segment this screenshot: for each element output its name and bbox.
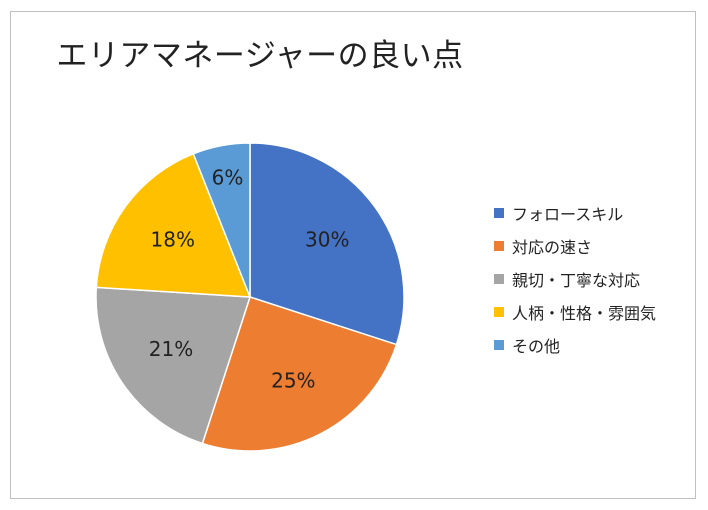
legend-label: フォロースキル (512, 204, 624, 224)
legend-label: 人柄・性格・雰囲気 (512, 303, 657, 323)
legend-item: その他 (494, 328, 656, 361)
legend-swatch (494, 306, 504, 317)
legend-label: 親切・丁寧な対応 (512, 270, 641, 290)
legend-swatch (494, 207, 504, 218)
pie-slice (95, 286, 252, 445)
chart-title: エリアマネージャーの良い点 (56, 38, 464, 74)
legend-label: 対応の速さ (512, 237, 593, 257)
legend-label: その他 (512, 336, 561, 356)
legend-item: 親切・丁寧な対応 (494, 262, 656, 295)
data-label: 21% (149, 337, 193, 361)
data-label: 30% (305, 227, 349, 251)
data-label: 18% (151, 227, 195, 251)
legend-item: 対応の速さ (494, 229, 656, 262)
data-label: 6% (212, 166, 244, 190)
pie-slice (192, 142, 251, 298)
pie-slice (95, 152, 252, 298)
legend-swatch (494, 240, 504, 251)
pie-slice (201, 296, 398, 452)
legend-swatch (494, 339, 504, 350)
pie-slice (249, 142, 405, 346)
data-label: 25% (271, 369, 315, 393)
legend-swatch (494, 273, 504, 284)
legend-item: フォロースキル (494, 196, 656, 229)
legend: フォロースキル 対応の速さ親切・丁寧な対応 人柄・性格・雰囲気 その他 (494, 196, 656, 361)
legend-item: 人柄・性格・雰囲気 (494, 295, 656, 328)
